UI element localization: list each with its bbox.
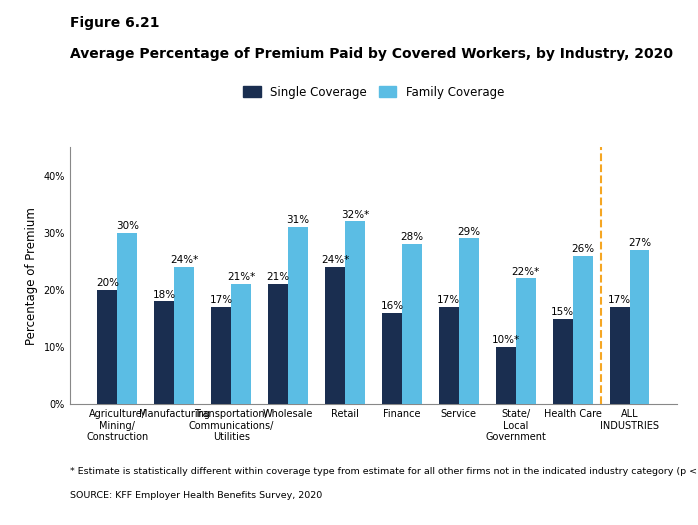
Bar <box>382 313 402 404</box>
Bar <box>231 284 251 404</box>
Bar <box>496 347 516 404</box>
Text: 18%: 18% <box>153 290 176 300</box>
Text: SOURCE: KFF Employer Health Benefits Survey, 2020: SOURCE: KFF Employer Health Benefits Sur… <box>70 491 322 500</box>
Bar <box>154 301 174 404</box>
Bar <box>325 267 345 404</box>
Bar <box>572 256 593 404</box>
Bar <box>288 227 308 404</box>
Text: 32%*: 32%* <box>341 209 369 219</box>
Text: 20%: 20% <box>96 278 119 288</box>
Text: 30%: 30% <box>116 221 139 231</box>
Bar <box>117 233 138 404</box>
Text: 22%*: 22%* <box>512 267 540 277</box>
Text: 21%: 21% <box>267 272 290 282</box>
Bar <box>174 267 194 404</box>
Text: 15%: 15% <box>551 307 574 317</box>
Y-axis label: Percentage of Premium: Percentage of Premium <box>25 207 38 344</box>
Text: 24%*: 24%* <box>170 255 198 265</box>
Text: Figure 6.21: Figure 6.21 <box>70 16 159 30</box>
Text: 17%: 17% <box>437 296 461 306</box>
Bar <box>553 319 572 404</box>
Text: 29%: 29% <box>457 227 480 237</box>
Text: 17%: 17% <box>608 296 631 306</box>
Bar <box>268 284 288 404</box>
Text: 26%: 26% <box>571 244 594 254</box>
Bar <box>609 307 630 404</box>
Text: 27%: 27% <box>628 238 651 248</box>
Bar <box>345 222 365 404</box>
Text: 31%: 31% <box>286 215 310 225</box>
Text: 21%*: 21%* <box>227 272 255 282</box>
Text: 17%: 17% <box>209 296 232 306</box>
Text: 16%: 16% <box>380 301 403 311</box>
Bar <box>98 290 117 404</box>
Bar <box>459 238 479 404</box>
Bar <box>630 250 649 404</box>
Text: 28%: 28% <box>400 233 424 243</box>
Bar <box>402 244 422 404</box>
Text: 10%*: 10%* <box>491 335 520 345</box>
Legend: Single Coverage, Family Coverage: Single Coverage, Family Coverage <box>238 81 509 103</box>
Text: Average Percentage of Premium Paid by Covered Workers, by Industry, 2020: Average Percentage of Premium Paid by Co… <box>70 47 673 61</box>
Bar <box>516 278 535 404</box>
Bar <box>211 307 231 404</box>
Text: 24%*: 24%* <box>321 255 349 265</box>
Text: * Estimate is statistically different within coverage type from estimate for all: * Estimate is statistically different wi… <box>70 467 698 476</box>
Bar <box>439 307 459 404</box>
